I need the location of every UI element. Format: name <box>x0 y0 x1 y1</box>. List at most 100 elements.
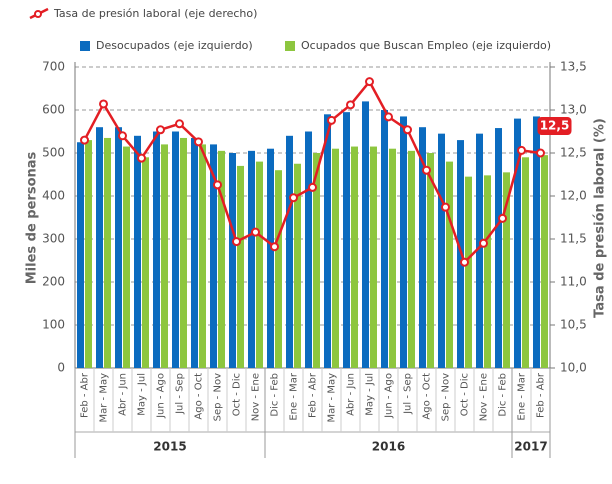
bar <box>484 175 491 368</box>
line-marker <box>365 77 374 87</box>
line-marker <box>517 145 526 155</box>
line-marker <box>137 153 146 163</box>
bar <box>256 161 263 368</box>
y-axis-title: Miles de personas <box>25 151 40 284</box>
bar <box>237 165 244 368</box>
y2-tick-label: 13,0 <box>560 103 587 117</box>
y2-tick-label: 11,5 <box>560 232 587 246</box>
x-tick-label: Nov - Ene <box>251 373 262 421</box>
bar <box>218 150 225 368</box>
x-tick-label: Jun - Ago <box>156 373 167 419</box>
bar <box>313 153 320 368</box>
y2-tick-label: 11,0 <box>560 275 587 289</box>
bar <box>332 148 339 368</box>
x-tick-label: Oct - Dic <box>460 373 471 416</box>
line-marker <box>308 182 317 192</box>
bar <box>533 116 540 368</box>
bar <box>419 127 426 368</box>
bar <box>248 150 255 368</box>
y-tick-label: 700 <box>42 60 65 74</box>
line-marker <box>327 115 336 125</box>
line-marker <box>498 213 507 223</box>
bar <box>381 110 388 368</box>
line-marker <box>118 131 127 141</box>
bar <box>305 131 312 368</box>
line-marker <box>422 165 431 175</box>
x-tick-label: Ago - Oct <box>194 373 205 420</box>
bar <box>191 137 198 368</box>
bar <box>514 118 521 368</box>
bar <box>324 114 331 368</box>
line-marker <box>403 125 412 135</box>
bar <box>210 144 217 368</box>
bar <box>370 146 377 368</box>
x-tick-label: Sep - Nov <box>441 373 452 421</box>
legend-swatch <box>80 41 90 51</box>
bar <box>541 155 548 368</box>
bar <box>104 137 111 368</box>
bar <box>343 112 350 369</box>
line-marker <box>536 148 545 158</box>
bar <box>362 101 369 369</box>
y-tick-label: 600 <box>42 103 65 117</box>
line-marker <box>213 180 222 190</box>
y2-tick-label: 13,5 <box>560 60 587 74</box>
y-tick-label: 100 <box>42 318 65 332</box>
line-marker <box>270 242 279 252</box>
legend-label: Desocupados (eje izquierdo) <box>96 39 253 52</box>
x-tick-label: Ago - Oct <box>422 373 433 420</box>
line-marker <box>479 238 488 248</box>
y2-axis-title: Tasa de presión laboral (%) <box>593 118 608 318</box>
x-tick-label: May - Jul <box>137 373 148 416</box>
x-tick-label: Mar - May <box>99 373 110 423</box>
bar <box>85 140 92 368</box>
value-label-box <box>537 117 572 135</box>
bar <box>446 161 453 368</box>
y2-tick-label: 12,5 <box>560 146 587 160</box>
bar <box>275 170 282 368</box>
line-marker <box>99 99 108 109</box>
bar <box>199 144 206 368</box>
x-tick-label: Sep - Nov <box>213 373 224 421</box>
value-label: 12,5 <box>540 119 570 133</box>
line <box>83 79 541 265</box>
x-tick-label: Abr - Jun <box>346 373 357 416</box>
y-tick-label: 300 <box>42 232 65 246</box>
bar <box>495 128 502 368</box>
bar <box>294 163 301 368</box>
line-marker <box>194 137 203 147</box>
line-marker <box>156 125 165 135</box>
x-tick-label: Jun - Ago <box>384 373 395 419</box>
y2-tick-label: 10,5 <box>560 318 587 332</box>
y2-tick-label: 10,0 <box>560 361 587 375</box>
bar <box>427 153 434 368</box>
year-label: 2017 <box>514 440 547 454</box>
bar <box>476 133 483 368</box>
x-tick-label: Jul - Sep <box>403 373 414 415</box>
year-label: 2016 <box>372 440 405 454</box>
bar <box>389 148 396 368</box>
line-marker <box>232 237 241 247</box>
legend-label: Tasa de presión laboral (eje derecho) <box>53 7 257 20</box>
line-marker <box>289 193 298 203</box>
line-marker <box>175 119 184 129</box>
line-marker <box>346 100 355 110</box>
x-tick-label: Feb - Abr <box>80 372 91 418</box>
bar <box>522 157 529 368</box>
x-tick-label: Oct - Dic <box>232 373 243 416</box>
legend-swatch <box>285 41 295 51</box>
legend-label: Ocupados que Buscan Empleo (eje izquierd… <box>301 39 551 52</box>
bar <box>77 142 84 368</box>
line-marker <box>441 202 450 212</box>
bar <box>465 176 472 368</box>
x-tick-label: Jul - Sep <box>175 373 186 415</box>
x-tick-label: Mar - May <box>327 373 338 423</box>
bar <box>96 127 103 368</box>
bar <box>229 153 236 368</box>
bar <box>115 127 122 368</box>
bar <box>123 146 130 368</box>
x-tick-label: Abr - Jun <box>118 373 129 416</box>
bar <box>503 172 510 368</box>
bar <box>161 144 168 368</box>
